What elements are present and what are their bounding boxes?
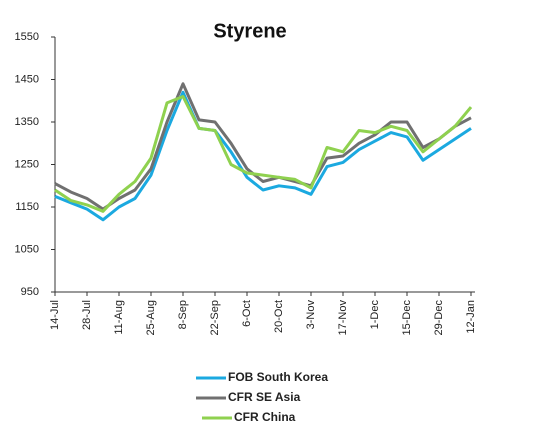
legend-text: CFR SE Asia [228, 390, 301, 404]
x-tick-label: 20-Oct [273, 300, 285, 333]
y-tick-label: 1350 [15, 116, 39, 128]
y-tick-label: 1150 [15, 201, 39, 213]
x-tick-label: 3-Nov [305, 300, 317, 330]
y-tick-label: 1050 [15, 243, 39, 255]
y-tick-label: 1450 [15, 73, 39, 85]
x-tick-label: 22-Sep [209, 300, 221, 335]
x-tick-label: 15-Dec [401, 300, 413, 336]
x-tick-label: 1-Dec [369, 300, 381, 330]
y-tick-label: 1550 [15, 31, 39, 43]
line-series [54, 95, 473, 213]
x-tick-label: 14-Jul [49, 300, 61, 330]
legend-text: CFR China [234, 410, 296, 424]
x-tick-label: 12-Jan [465, 300, 477, 334]
y-tick-label: 1250 [15, 158, 39, 170]
x-tick-label: 29-Dec [433, 300, 445, 336]
legend-text: FOB South Korea [228, 370, 328, 384]
x-tick-label: 6-Oct [241, 300, 253, 327]
x-tick-label: 17-Nov [337, 300, 349, 336]
chart-title: Styrene [213, 20, 286, 42]
x-tick-label: 8-Sep [177, 300, 189, 329]
x-tick-label: 11-Aug [113, 300, 125, 335]
x-tick-label: 25-Aug [145, 300, 157, 335]
line-series [54, 90, 472, 222]
line-series [54, 82, 472, 211]
x-tick-label: 28-Jul [81, 300, 93, 330]
y-tick-label: 950 [21, 286, 39, 298]
